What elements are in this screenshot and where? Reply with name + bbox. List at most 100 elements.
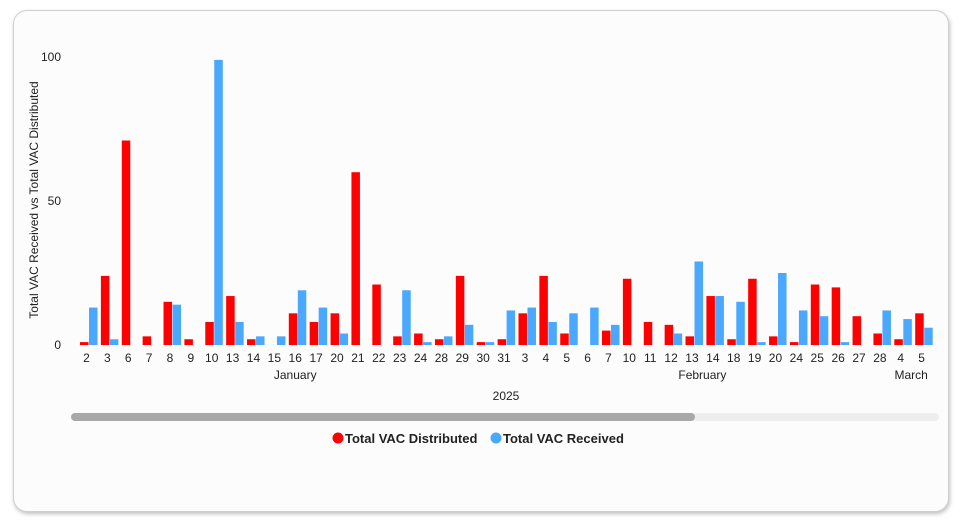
bar-distributed[interactable] [330,313,340,345]
bar-received[interactable] [464,324,474,345]
bar-received[interactable] [611,324,620,345]
x-tick-label: 28 [435,351,449,365]
x-tick-label: 27 [852,351,866,365]
bar-distributed[interactable] [789,342,799,345]
x-tick-label: 2 [83,351,90,365]
bar-distributed[interactable] [622,278,632,345]
x-tick-label: 21 [351,351,365,365]
bar-distributed[interactable] [393,336,402,345]
bar-received[interactable] [694,261,704,345]
x-axis-year-label: 2025 [493,389,520,403]
x-tick-label: 17 [309,351,323,365]
x-tick-label: 10 [205,351,219,365]
bar-distributed[interactable] [184,339,193,345]
bar-distributed[interactable] [664,324,674,345]
bar-distributed[interactable] [455,275,465,345]
bar-distributed[interactable] [205,321,214,345]
bar-received[interactable] [214,59,223,345]
bar-distributed[interactable] [915,313,924,345]
bar-distributed[interactable] [414,333,423,345]
bar-received[interactable] [256,336,265,345]
bar-distributed[interactable] [873,333,882,345]
bar-distributed[interactable] [748,278,757,345]
y-axis-label: Total VAC Received vs Total VAC Distribu… [27,81,41,318]
bar-received[interactable] [339,333,349,345]
bar-distributed[interactable] [894,339,903,345]
bar-received[interactable] [297,290,307,345]
bar-received[interactable] [485,342,495,345]
x-tick-label: 12 [664,351,678,365]
x-tick-label: 14 [706,351,720,365]
bar-distributed[interactable] [769,336,778,345]
x-tick-label: 28 [873,351,887,365]
bar-distributed[interactable] [80,342,89,345]
bar-distributed[interactable] [226,296,235,345]
bar-distributed[interactable] [163,301,173,345]
bar-distributed[interactable] [309,321,319,345]
bar-received[interactable] [89,307,98,345]
legend-label[interactable]: Total VAC Received [503,431,624,446]
bar-distributed[interactable] [121,140,131,345]
bar-distributed[interactable] [372,284,381,345]
x-tick-label: 18 [727,351,741,365]
bar-distributed[interactable] [685,336,695,345]
bar-received[interactable] [715,296,724,345]
bar-received[interactable] [276,336,286,345]
scrollbar-thumb[interactable] [71,413,695,421]
bar-distributed[interactable] [476,342,486,345]
bar-received[interactable] [235,321,244,345]
bar-distributed[interactable] [351,172,360,345]
bar-received[interactable] [443,336,453,345]
bar-received[interactable] [882,310,891,345]
bar-distributed[interactable] [706,296,715,345]
bar-received[interactable] [924,327,933,345]
legend-marker [490,432,502,444]
bar-received[interactable] [527,307,536,345]
legend-marker [332,432,344,444]
bar-received[interactable] [109,339,119,345]
x-tick-label: 7 [146,351,153,365]
x-tick-label: 10 [623,351,637,365]
bar-distributed[interactable] [560,333,569,345]
bar-distributed[interactable] [727,339,736,345]
x-tick-label: 5 [918,351,925,365]
bar-distributed[interactable] [100,275,110,345]
x-tick-label: 4 [542,351,549,365]
bar-distributed[interactable] [518,313,527,345]
bar-distributed[interactable] [831,287,841,345]
bar-distributed[interactable] [497,339,507,345]
bar-distributed[interactable] [643,321,653,345]
bar-received[interactable] [569,313,578,345]
bar-distributed[interactable] [288,313,298,345]
bar-received[interactable] [840,342,850,345]
bar-received[interactable] [318,307,328,345]
bar-received[interactable] [402,290,411,345]
bar-distributed[interactable] [247,339,256,345]
bar-distributed[interactable] [852,316,862,345]
bar-received[interactable] [798,310,808,345]
bar-distributed[interactable] [602,330,611,345]
x-tick-label: 13 [226,351,240,365]
x-tick-label: 14 [247,351,261,365]
x-tick-label: 29 [456,351,470,365]
bar-distributed[interactable] [810,284,820,345]
bar-received[interactable] [590,307,599,345]
bar-received[interactable] [423,342,432,345]
x-tick-label: 4 [897,351,904,365]
bar-received[interactable] [506,310,516,345]
bar-received[interactable] [673,333,683,345]
bar-distributed[interactable] [539,275,548,345]
x-tick-label: 16 [289,351,303,365]
bar-received[interactable] [819,316,829,345]
bar-received[interactable] [778,273,787,345]
bar-distributed[interactable] [434,339,444,345]
bar-received[interactable] [757,342,766,345]
bar-received[interactable] [903,319,912,345]
bar-received[interactable] [172,304,182,345]
legend-label[interactable]: Total VAC Distributed [345,431,477,446]
x-month-label: January [274,368,317,382]
bar-received[interactable] [736,301,745,345]
x-tick-label: 22 [372,351,386,365]
bar-distributed[interactable] [142,336,152,345]
bar-received[interactable] [548,321,557,345]
